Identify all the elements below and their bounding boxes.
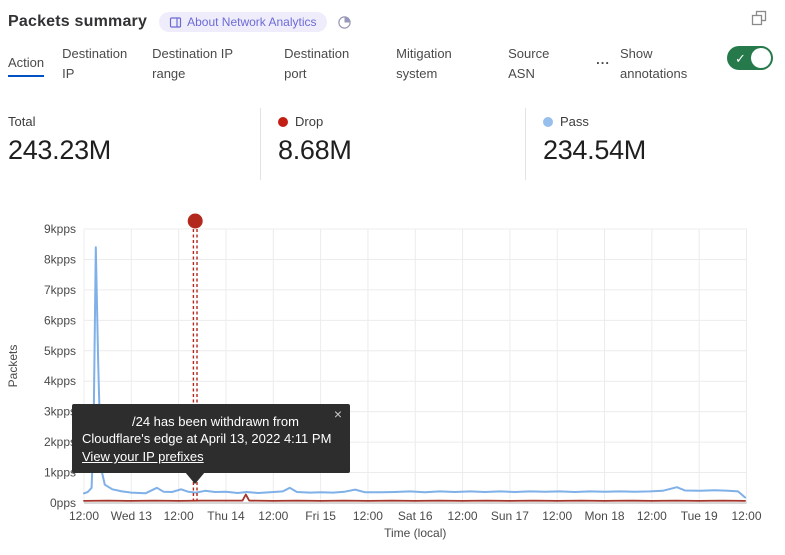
summary-stats: Total 243.23M Drop 8.68M Pass 234.54M [0,108,785,180]
view-ip-prefixes-link[interactable]: View your IP prefixes [82,449,204,464]
more-tabs-button[interactable]: ... [596,52,610,67]
show-annotations-toggle[interactable]: ✓ [727,46,773,70]
y-tick-label: 6kpps [44,313,76,327]
drop-legend-dot [278,116,288,127]
y-tick-label: 8kpps [44,252,76,266]
stat-label: Drop [295,114,324,129]
dimension-tabs: Action Destination IP Destination IP ran… [8,44,773,94]
tooltip-text-line1: /24 has been withdrawn from [132,414,299,429]
about-network-analytics-badge[interactable]: About Network Analytics [159,12,327,32]
y-tick-label: 5kpps [44,344,76,358]
tab-action[interactable]: Action [8,53,45,77]
x-tick-label: Tue 19 [681,509,718,523]
stat-label: Total [8,114,36,129]
x-tick-label: 12:00 [448,509,478,523]
tab-label: Action [8,55,45,77]
x-tick-label: Thu 14 [207,509,245,523]
y-tick-label: 2kpps [44,435,76,449]
y-tick-label: 4kpps [44,374,76,388]
y-axis-title: Packets [6,345,20,388]
y-tick-label: 7kpps [44,283,76,297]
x-tick-label: Fri 15 [305,509,336,523]
overlap-squares-icon [751,10,767,26]
x-tick-label: Sat 16 [398,509,433,523]
badge-label: About Network Analytics [187,15,317,29]
tab-destination-ip-range[interactable]: Destination IP range [152,46,233,82]
pie-icon [337,15,352,30]
annotation-tooltip: × /24 has been withdrawn from Cloudflare… [72,404,350,484]
y-tick-label: 3kpps [44,405,76,419]
expand-panel-button[interactable] [751,10,767,26]
x-tick-label: Sun 17 [491,509,529,523]
x-tick-label: 12:00 [353,509,383,523]
pass-legend-dot [543,116,553,127]
x-tick-label: Mon 18 [585,509,625,523]
y-tick-label: 1kpps [44,466,76,480]
book-icon [169,16,182,28]
toggle-knob [751,48,771,68]
panel-header: Packets summary About Network Analytics [8,8,777,36]
y-tick-label: 0pps [50,496,76,510]
annotation-marker-dot[interactable] [187,213,203,229]
check-icon: ✓ [735,51,746,66]
x-tick-label: Wed 13 [111,509,152,523]
stat-drop: Drop 8.68M [260,108,525,180]
stat-value: 243.23M [8,135,111,165]
tooltip-text-line2: Cloudflare's edge at April 13, 2022 4:11… [82,431,332,446]
tab-destination-ip[interactable]: Destination IP [62,46,128,82]
x-tick-label: 12:00 [164,509,194,523]
tab-mitigation-system[interactable]: Mitigation system [396,46,452,82]
x-tick-label: 12:00 [258,509,288,523]
close-icon[interactable]: × [333,406,342,422]
packets-time-series-chart[interactable]: 0pps 1kpps 2kpps 3kpps 4kpps 5kpps 6kpps 7kpps 8… [0,200,785,555]
tooltip-pointer [185,472,205,484]
x-tick-label: 12:00 [69,509,99,523]
series-line-pass [83,246,747,499]
x-tick-label: 12:00 [637,509,667,523]
y-tick-label: 9kpps [44,222,76,236]
x-tick-label: 12:00 [542,509,572,523]
series-line-drop [83,493,746,502]
stat-label: Pass [560,114,589,129]
tab-source-asn[interactable]: Source ASN [508,46,550,82]
tab-destination-port[interactable]: Destination port [284,46,350,82]
page-title: Packets summary [8,13,148,30]
x-axis-title: Time (local) [384,526,446,540]
show-annotations-label: Show annotations [619,46,688,82]
stat-total: Total 243.23M [0,108,260,180]
stat-value: 234.54M [543,135,646,165]
stat-value: 8.68M [278,135,352,165]
x-tick-label: 12:00 [731,509,761,523]
stat-pass: Pass 234.54M [525,108,785,180]
